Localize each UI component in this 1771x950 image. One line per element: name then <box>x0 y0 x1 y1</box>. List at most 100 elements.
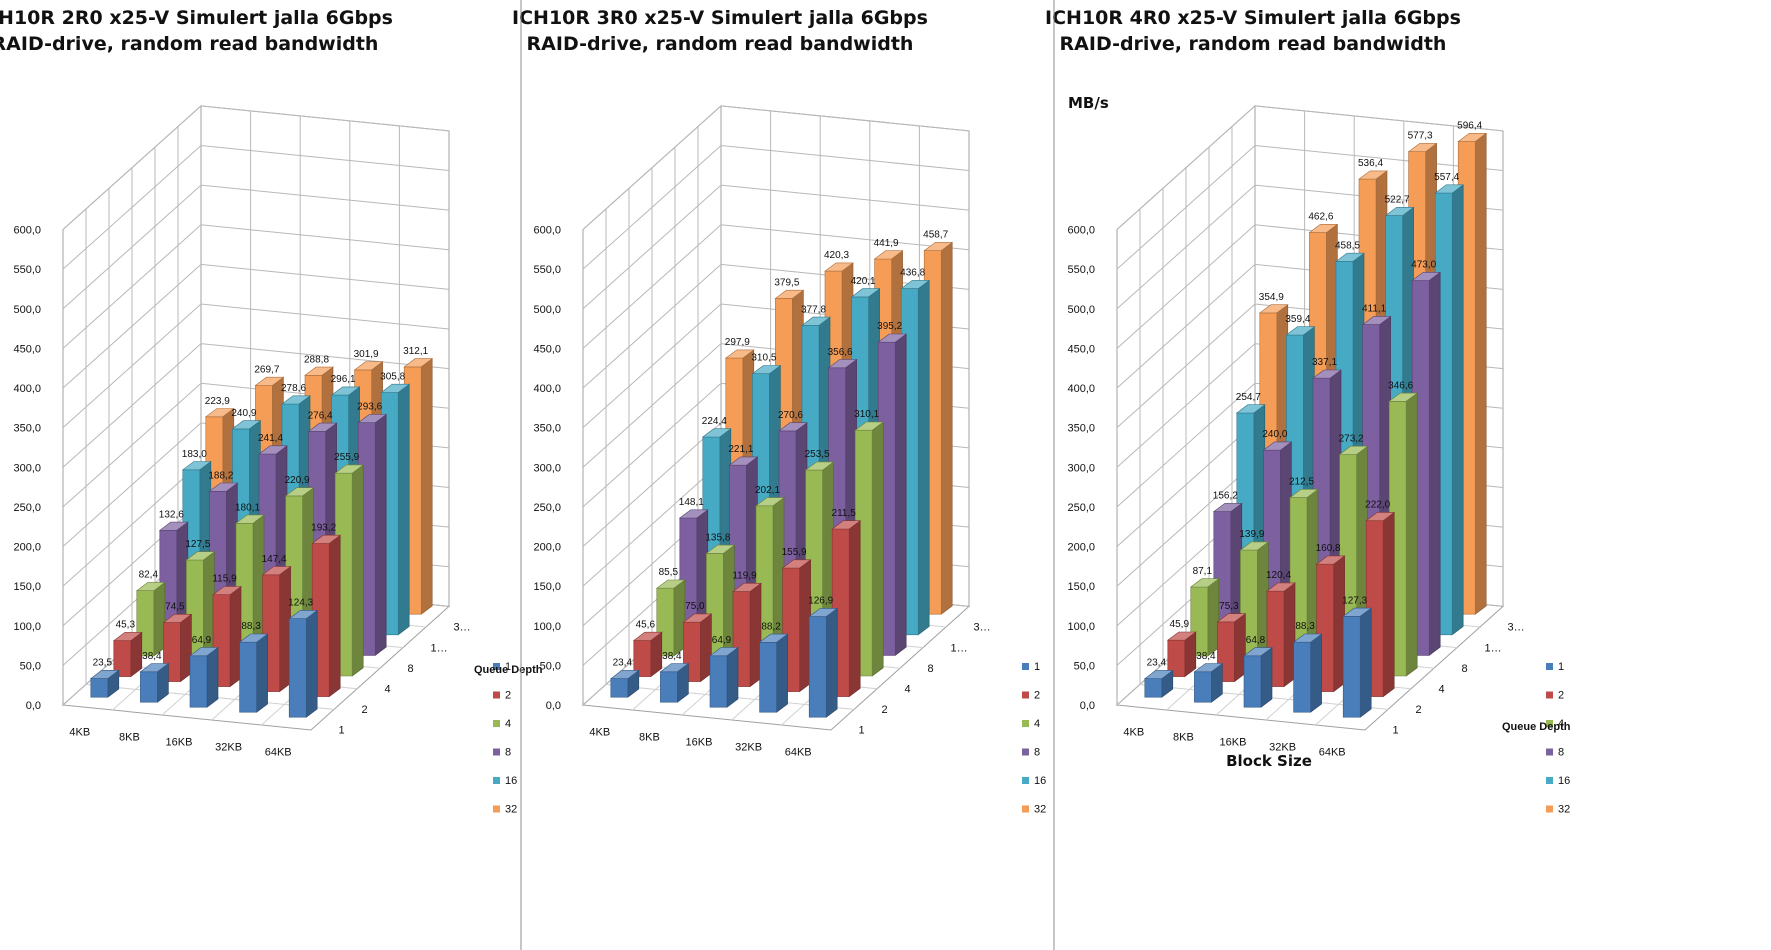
depth-tick-label: 4 <box>1439 684 1445 696</box>
y-tick-label: 100,0 <box>13 621 41 633</box>
data-label: 124,3 <box>288 598 313 609</box>
depth-tick-label: 1 <box>859 725 865 737</box>
y-tick-label: 300,0 <box>13 462 41 474</box>
y-tick-label: 150,0 <box>1067 581 1095 593</box>
x-tick-label: 4KB <box>1123 727 1144 739</box>
bar-front <box>808 616 827 718</box>
data-label: 132,6 <box>159 509 184 520</box>
data-label: 45,9 <box>1170 619 1190 630</box>
bar-front <box>1194 671 1212 703</box>
data-label: 75,3 <box>1219 601 1239 612</box>
bar-top <box>709 647 739 657</box>
bar-side <box>397 383 410 636</box>
bar-top <box>189 647 219 657</box>
data-label: 127,3 <box>1342 595 1367 606</box>
y-tick-label: 200,0 <box>1067 542 1095 554</box>
bar-q1-64KB <box>808 607 839 718</box>
bar-side <box>1474 132 1487 615</box>
legend-swatch <box>1546 777 1553 784</box>
data-label: 148,1 <box>679 497 704 508</box>
legend-swatch <box>1546 663 1553 670</box>
legend-swatch <box>1546 748 1553 756</box>
bar-top <box>208 482 239 492</box>
x-axis-title: Block Size <box>1226 752 1312 770</box>
y-tick-label: 200,0 <box>13 542 41 554</box>
depth-axis-title: Queue Depth <box>1502 721 1571 733</box>
bar-front <box>1293 641 1311 713</box>
data-label: 188,2 <box>208 470 233 481</box>
data-label: 273,2 <box>1339 433 1364 444</box>
bar-top <box>238 633 269 643</box>
chart-title-line: ICH10R 4R0 x25-V Simulert jalla 6Gbps <box>1045 7 1461 29</box>
bar-q1-32KB <box>758 633 789 713</box>
legend-label: 8 <box>1558 747 1564 759</box>
bar-top <box>632 631 663 641</box>
legend-label: 4 <box>1558 718 1564 730</box>
bar-side <box>256 633 268 713</box>
depth-tick-label: 1… <box>1485 642 1502 654</box>
data-label: 38,4 <box>1196 651 1216 662</box>
bar-top <box>1361 316 1392 325</box>
data-label: 155,9 <box>782 547 807 558</box>
bar-top <box>1243 647 1273 657</box>
bar-front <box>239 641 257 713</box>
data-label: 223,9 <box>205 396 230 407</box>
bar-top <box>1384 207 1415 216</box>
data-label: 420,3 <box>824 250 849 261</box>
bar-front <box>660 671 678 703</box>
y-tick-label: 50,0 <box>540 660 561 672</box>
legend-label: 4 <box>505 718 511 730</box>
bar-top <box>139 663 170 673</box>
bar-top <box>755 497 785 507</box>
bar-top <box>682 613 713 623</box>
x-tick-label: 64KB <box>785 747 812 759</box>
y-tick-label: 300,0 <box>1067 462 1095 474</box>
data-label: 536,4 <box>1358 158 1383 169</box>
bar-top <box>304 366 334 376</box>
data-label: 301,9 <box>354 349 379 360</box>
bar-top <box>1258 304 1289 314</box>
bar-side <box>351 464 364 677</box>
legend-label: 32 <box>505 804 517 816</box>
bar-top <box>1143 670 1174 680</box>
bar-top <box>1285 326 1316 336</box>
legend-label: 4 <box>1034 718 1040 730</box>
bar-top <box>778 422 808 432</box>
bar-side <box>328 534 341 698</box>
data-label: 183,0 <box>182 449 207 460</box>
chart-title-line: ICH10R 3R0 x25-V Simulert jalla 6Gbps <box>512 7 928 29</box>
depth-tick-label: 1 <box>1393 725 1399 737</box>
legend-swatch <box>1022 805 1029 813</box>
depth-tick-label: 8 <box>928 663 934 675</box>
data-label: 88,3 <box>1295 621 1315 632</box>
data-label: 64,8 <box>1246 635 1266 646</box>
y-tick-label: 450,0 <box>1067 343 1095 355</box>
bar-front <box>189 655 208 708</box>
chart-title-line: RAID-drive, random read bandwidth <box>0 33 378 55</box>
data-label: 305,8 <box>380 371 405 382</box>
bar-top <box>701 428 732 438</box>
legend-label: 2 <box>1034 690 1040 702</box>
bar-top <box>804 461 835 471</box>
legend-swatch <box>1022 691 1029 699</box>
legend-swatch <box>1022 748 1029 756</box>
bar-top <box>659 663 690 673</box>
y-tick-label: 0,0 <box>26 700 41 712</box>
data-label: 253,5 <box>805 449 830 460</box>
data-label: 395,2 <box>877 321 902 332</box>
bar-top <box>1189 578 1220 588</box>
x-tick-label: 8KB <box>1173 732 1194 744</box>
legend-swatch <box>493 805 500 813</box>
data-label: 337,1 <box>1312 357 1337 368</box>
data-label: 310,5 <box>751 353 776 364</box>
y-tick-label: 0,0 <box>1080 700 1095 712</box>
bar-q1-4KB <box>1143 669 1174 698</box>
x-tick-label: 4KB <box>69 727 90 739</box>
bar-q2-4KB <box>112 631 143 678</box>
bar-side <box>894 333 907 657</box>
bar-front <box>1243 655 1262 708</box>
bar-top <box>1434 184 1465 194</box>
bar-front <box>709 655 728 708</box>
